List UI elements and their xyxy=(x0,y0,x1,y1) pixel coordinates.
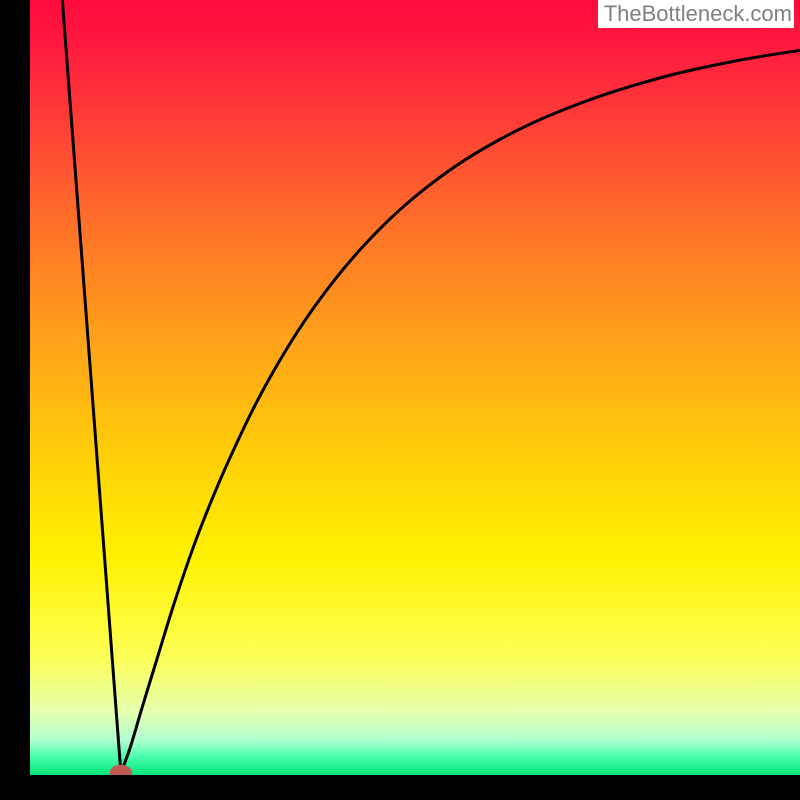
plot-area xyxy=(30,0,800,775)
curve-layer xyxy=(30,0,800,775)
bottleneck-curve xyxy=(62,0,800,773)
minimum-marker xyxy=(110,765,132,775)
watermark-label: TheBottleneck.com xyxy=(598,0,794,28)
